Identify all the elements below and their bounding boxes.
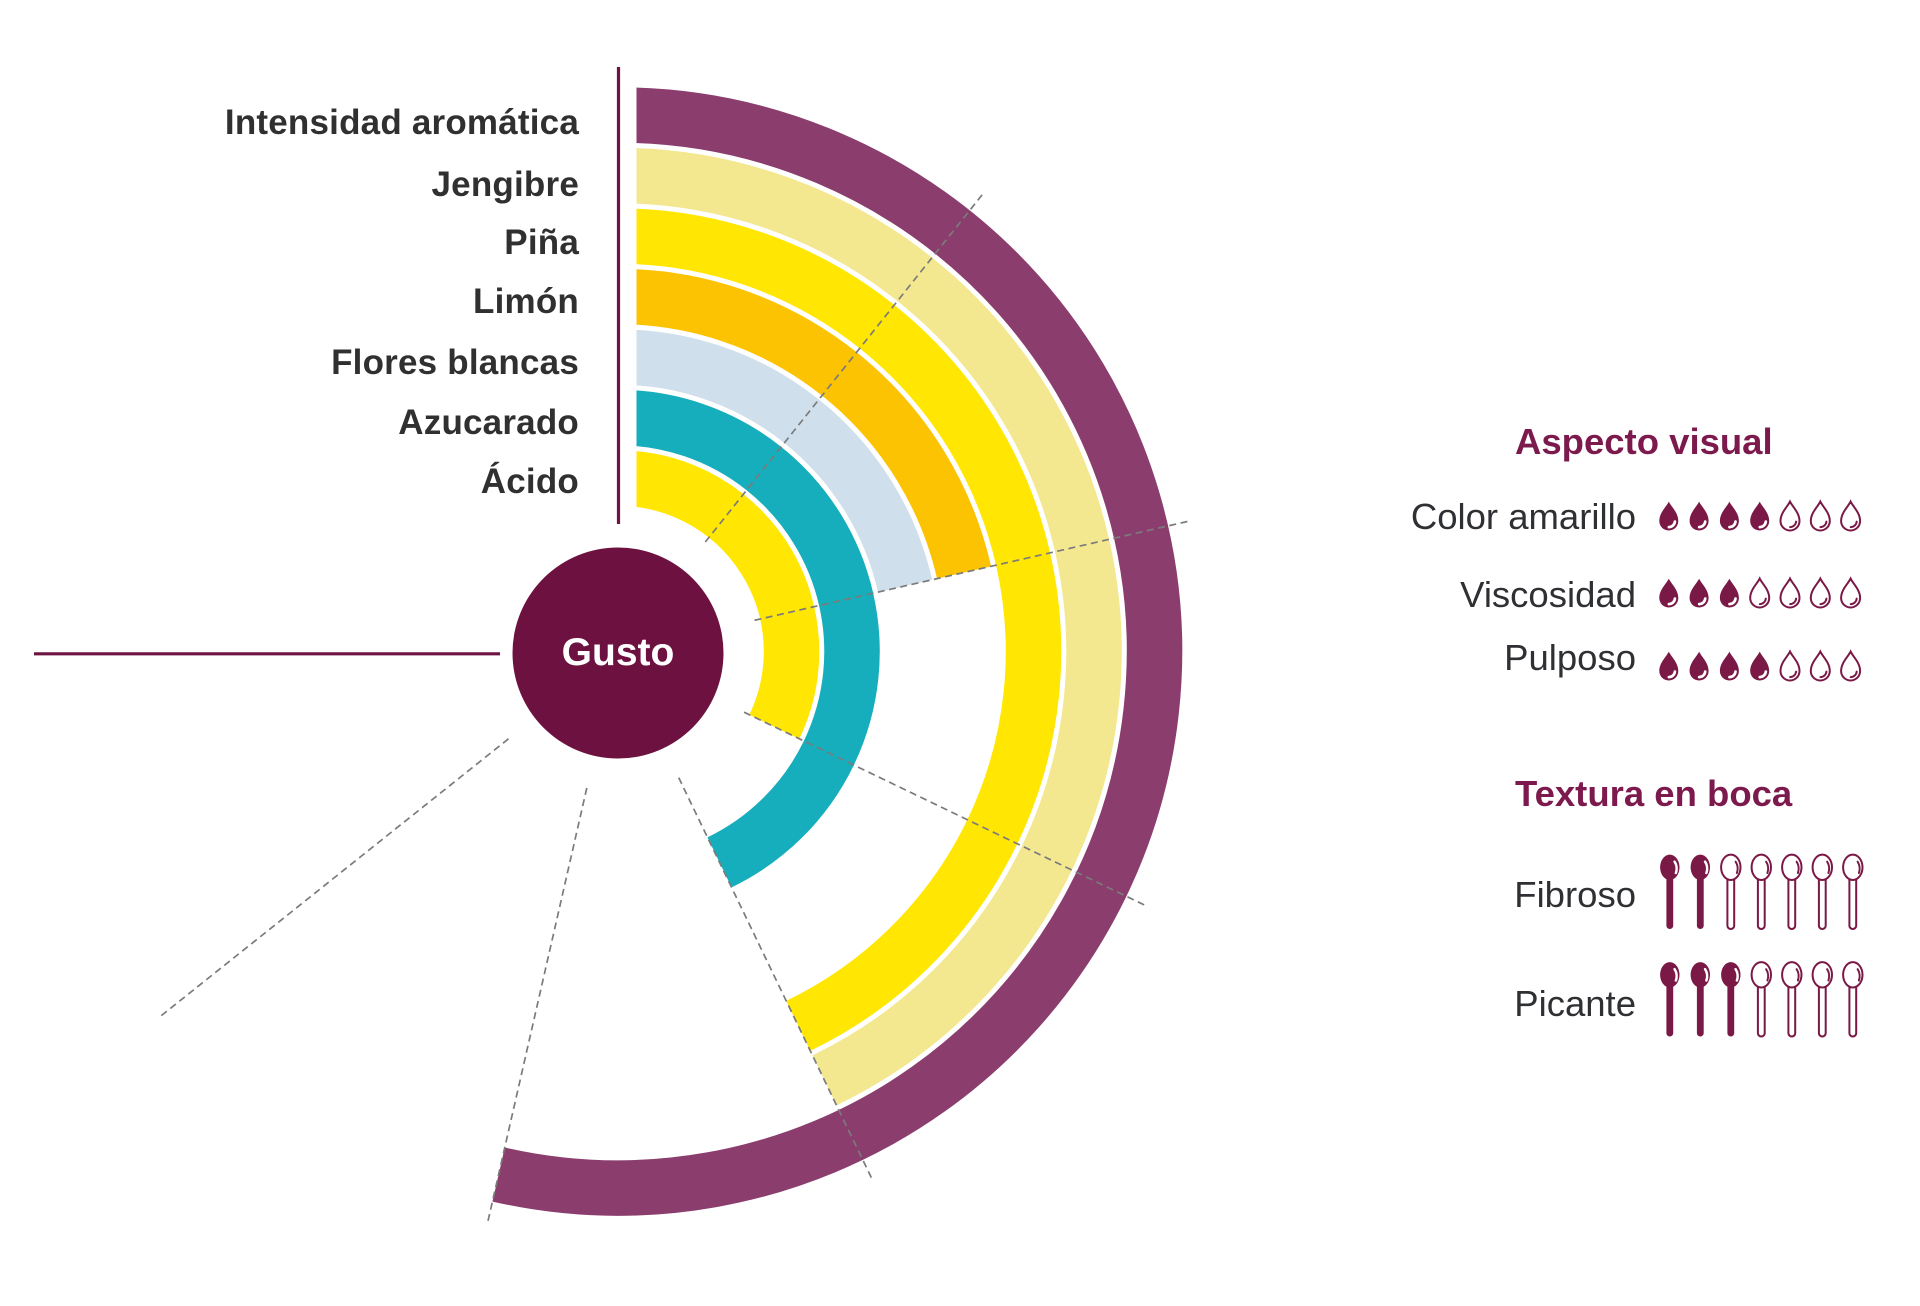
- svg-text:Gusto: Gusto: [562, 631, 675, 674]
